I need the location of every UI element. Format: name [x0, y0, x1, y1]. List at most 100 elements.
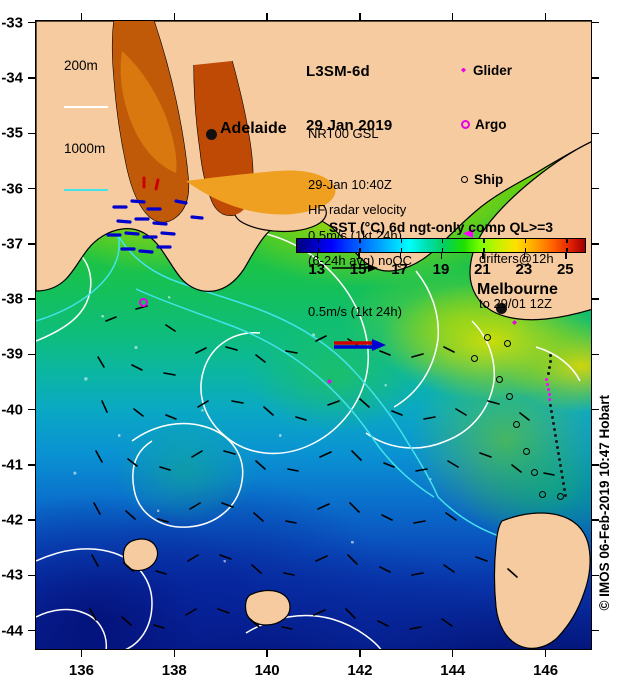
legend-label-ship: Ship — [474, 171, 504, 187]
y-axis-tick — [28, 132, 35, 134]
place-label-melbourne: Melbourne — [477, 281, 558, 298]
y-axis-tick — [28, 353, 35, 356]
legend-label-argo: Argo — [475, 117, 507, 132]
colorbar-tick — [482, 252, 484, 259]
y-axis-right-tick — [592, 132, 599, 134]
colorbar-inner-tick — [566, 248, 568, 252]
colorbar-tick — [358, 252, 360, 259]
scale-label-200m: 200m — [64, 58, 98, 73]
y-axis-tick — [28, 77, 35, 79]
coastline-landmasses — [36, 21, 591, 649]
x-axis-tick-label: 142 — [347, 662, 373, 679]
y-axis-right-tick — [592, 519, 599, 521]
colorbar-gradient — [296, 238, 586, 253]
current-annotation: NRT00 GSL 29-Jan 10:40Z 0.5m/s (1kt 24h) — [308, 91, 402, 295]
ship-marker[interactable] — [471, 355, 478, 362]
glider-marker[interactable] — [512, 320, 517, 325]
ship-marker[interactable] — [484, 334, 491, 341]
y-axis-tick — [28, 464, 35, 466]
colorbar-inner-tick — [400, 248, 402, 252]
x-axis-tick — [452, 650, 454, 657]
legend-row-glider[interactable]: Glider — [461, 61, 554, 79]
glider-diamond-icon — [461, 67, 466, 73]
x-axis-tick-label: 140 — [254, 662, 280, 679]
legend-row-drifters: drifters@12h to 29/01 12Z — [461, 221, 554, 341]
y-axis-tick-label: -38 — [1, 290, 23, 308]
y-axis-tick-label: -39 — [1, 345, 23, 363]
colorbar-inner-tick — [359, 239, 361, 243]
y-axis-tick-label: -41 — [1, 456, 23, 474]
hf-radar-vectors — [106, 199, 204, 254]
ship-marker[interactable] — [523, 448, 530, 455]
drifters-line-2: to 29/01 12Z — [479, 296, 552, 311]
x-axis-tick-label: 136 — [68, 662, 94, 679]
colorbar-tick — [399, 252, 401, 259]
x-axis-tick — [80, 650, 83, 657]
ship-marker[interactable] — [506, 393, 513, 400]
legend-row-ship[interactable]: Ship — [461, 170, 554, 188]
y-axis-right-tick — [592, 464, 599, 466]
colorbar-ticks — [296, 252, 586, 261]
colorbar-inner-tick — [524, 239, 527, 243]
colorbar-inner-tick — [359, 248, 361, 252]
radar-scale-arrow-icon — [333, 339, 386, 351]
y-axis-tick-label: -34 — [1, 69, 23, 87]
x-axis-top-tick — [173, 13, 175, 20]
argo-ring-icon — [461, 120, 470, 129]
x-axis-tick — [544, 650, 547, 657]
gulf-warm-water — [112, 21, 336, 222]
scale-line-200m — [64, 105, 108, 108]
colorbar-title: SST (°C) 6d ngt-only comp QL>=3 — [328, 219, 554, 235]
ship-marker[interactable] — [496, 376, 503, 383]
colorbar-tick-label: 25 — [556, 261, 574, 278]
scale-key: 200m 1000m — [64, 26, 108, 223]
victoria-coast — [469, 141, 591, 321]
legend-label-glider: Glider — [473, 62, 513, 78]
legend-row-argo[interactable]: Argo — [461, 115, 554, 134]
colorbar-inner-tick — [483, 248, 485, 252]
place-label-adelaide: Adelaide — [220, 120, 287, 137]
ship-marker[interactable] — [539, 491, 546, 498]
colorbar-tick — [441, 252, 443, 259]
colorbar-inner-tick — [524, 248, 527, 252]
y-axis-right-tick — [592, 22, 599, 24]
x-axis-tick-label: 146 — [533, 662, 559, 679]
flinders-island — [244, 589, 291, 626]
y-axis-tick — [28, 519, 35, 521]
y-axis-tick-label: -37 — [1, 235, 23, 253]
ship-marker[interactable] — [531, 469, 538, 476]
colorbar-inner-tick — [442, 248, 444, 252]
current-scale-arrow-icon — [331, 264, 378, 272]
drifter-triangle-icon — [463, 229, 473, 238]
y-axis-right-tick — [592, 353, 599, 356]
title-line-2: 29 Jan 2019 — [306, 117, 393, 134]
colorbar-tick-label: 23 — [515, 261, 533, 278]
y-axis-right-tick — [592, 187, 599, 190]
x-axis-top-tick — [266, 13, 268, 20]
map-title: L3SM-6d 29 Jan 2019 — [306, 27, 392, 171]
ship-marker[interactable] — [557, 493, 564, 500]
y-axis-tick-label: -36 — [1, 180, 23, 198]
title-line-1: L3SM-6d — [306, 63, 370, 80]
y-axis-tick — [28, 574, 35, 577]
radar-line-3: 0.5m/s (1kt 24h) — [308, 304, 402, 319]
ship-marker[interactable] — [513, 421, 520, 428]
x-axis-top-tick — [80, 13, 83, 20]
y-axis-tick-label: -43 — [1, 566, 23, 584]
colorbar-tick — [565, 252, 567, 259]
colorbar[interactable]: SST (°C) 6d ngt-only comp QL>=3 13 15 17 19… — [296, 219, 586, 279]
colorbar-inner-tick — [317, 239, 320, 243]
scale-label-1000m: 1000m — [64, 141, 106, 156]
y-axis-right-tick — [592, 629, 599, 632]
ship-marker[interactable] — [504, 340, 511, 347]
colorbar-inner-tick — [566, 239, 568, 243]
platform-legend: Glider Argo Ship drifters@12h to 29/01 1… — [461, 25, 554, 377]
credit-text: © IMOS 06-Feb-2019 10:47 Hobart — [597, 395, 612, 611]
map-plot-area[interactable]: 200m 1000m L3SM-6d 29 Jan 2019 Glider Ar… — [35, 20, 592, 650]
colorbar-tick — [523, 252, 526, 259]
glider-marker[interactable] — [327, 379, 332, 384]
argo-marker[interactable] — [139, 298, 148, 307]
y-axis-tick — [28, 408, 35, 411]
y-axis-tick-label: -35 — [1, 124, 23, 142]
